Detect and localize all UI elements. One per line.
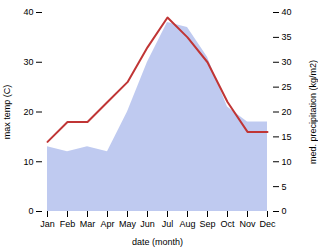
svg-text:5: 5 <box>282 182 287 192</box>
svg-text:25: 25 <box>282 82 292 92</box>
svg-text:max temp (C): max temp (C) <box>2 85 12 140</box>
svg-text:med. precipitation (kg/m2): med. precipitation (kg/m2) <box>308 60 318 164</box>
svg-text:Aug: Aug <box>179 219 195 229</box>
svg-text:10: 10 <box>282 157 292 167</box>
svg-text:Jul: Jul <box>162 219 174 229</box>
svg-text:10: 10 <box>23 157 33 167</box>
svg-text:Jun: Jun <box>140 219 155 229</box>
svg-text:30: 30 <box>23 57 33 67</box>
svg-text:Nov: Nov <box>239 219 256 229</box>
svg-text:date (month): date (month) <box>132 237 183 247</box>
svg-text:20: 20 <box>23 107 33 117</box>
svg-text:Jan: Jan <box>40 219 55 229</box>
svg-text:20: 20 <box>282 107 292 117</box>
svg-text:30: 30 <box>282 57 292 67</box>
svg-text:15: 15 <box>282 132 292 142</box>
svg-text:0: 0 <box>282 206 287 216</box>
svg-text:40: 40 <box>23 7 33 17</box>
svg-text:Dec: Dec <box>259 219 276 229</box>
svg-text:Mar: Mar <box>80 219 96 229</box>
svg-text:Apr: Apr <box>100 219 114 229</box>
svg-text:40: 40 <box>282 7 292 17</box>
svg-text:Oct: Oct <box>220 219 235 229</box>
svg-text:Sep: Sep <box>199 219 215 229</box>
svg-text:May: May <box>119 219 137 229</box>
svg-text:35: 35 <box>282 32 292 42</box>
svg-text:0: 0 <box>28 206 33 216</box>
svg-text:Feb: Feb <box>60 219 76 229</box>
